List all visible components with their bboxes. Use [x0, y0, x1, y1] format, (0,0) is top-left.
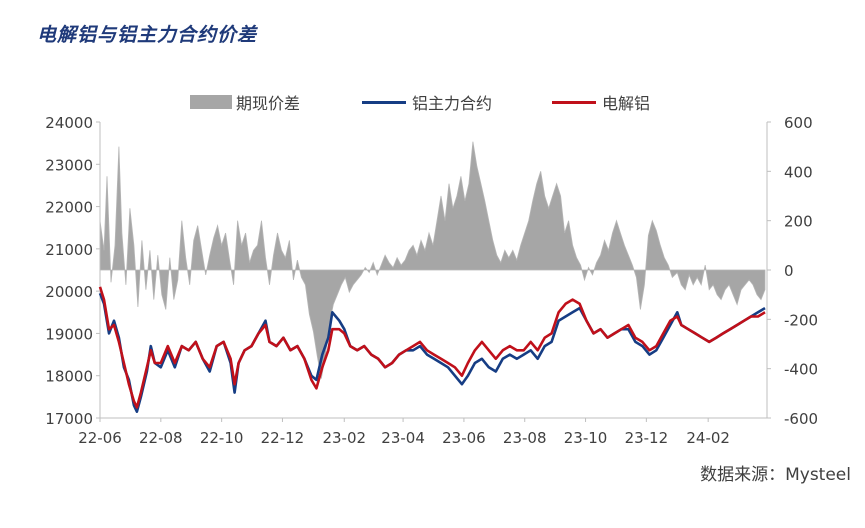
legend-label-futures: 铝主力合约 [412, 94, 493, 113]
y-left-tick-label: 17000 [45, 410, 93, 428]
legend-item-spot: 电解铝 [552, 90, 650, 114]
y-right-tick-label: 0 [784, 262, 794, 280]
x-tick-label: 22-10 [200, 429, 244, 447]
x-tick-label: 23-10 [564, 429, 608, 447]
y-right-tick-label: 600 [784, 114, 813, 132]
y-left-tick-label: 18000 [45, 368, 93, 386]
chart-title: 电解铝与铝主力合约价差 [37, 24, 258, 46]
legend-item-spread: 期现价差 [190, 90, 300, 114]
legend-swatch-spot [552, 100, 596, 104]
y-right-tick-label: 400 [784, 163, 813, 181]
y-left-tick-label: 24000 [45, 114, 93, 132]
series-line-1 [98, 286, 766, 409]
source-note: 数据来源：Mysteel [700, 465, 851, 485]
legend-label-spread: 期现价差 [236, 94, 301, 113]
x-tick-label: 23-04 [381, 429, 425, 447]
y-right-tick-label: -600 [784, 410, 818, 428]
legend-swatch-futures [362, 100, 406, 104]
y-left-tick-label: 21000 [45, 241, 93, 259]
y-left-tick-label: 22000 [45, 199, 93, 217]
legend-item-futures: 铝主力合约 [362, 90, 492, 114]
legend-swatch-spread [190, 95, 232, 109]
y-left-tick-label: 19000 [45, 325, 93, 343]
y-right-tick-label: 200 [784, 213, 813, 231]
chart-legend: 期现价差 铝主力合约 电解铝 [0, 90, 865, 116]
x-tick-label: 22-08 [139, 429, 183, 447]
x-tick-label: 22-12 [261, 429, 305, 447]
y-left-tick-label: 23000 [45, 156, 93, 174]
y-right-tick-label: -200 [784, 311, 818, 329]
x-tick-label: 23-02 [322, 429, 366, 447]
y-right-tick-label: -400 [784, 361, 818, 379]
legend-label-spot: 电解铝 [602, 94, 651, 113]
series-spread-area [99, 141, 766, 379]
x-tick-label: 23-06 [442, 429, 486, 447]
x-tick-label: 23-08 [503, 429, 547, 447]
x-tick-label: 22-06 [78, 429, 122, 447]
y-left-tick-label: 20000 [45, 283, 93, 301]
x-tick-label: 24-02 [686, 429, 730, 447]
x-tick-label: 23-12 [625, 429, 669, 447]
